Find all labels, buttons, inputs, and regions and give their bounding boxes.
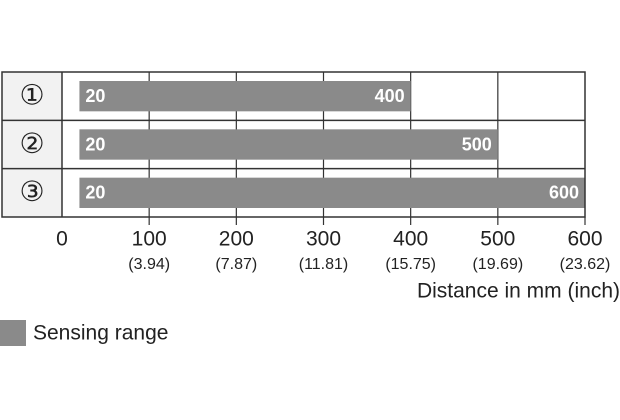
x-axis-label: Distance in mm (inch)	[417, 280, 620, 303]
plot-border	[1, 71, 586, 218]
x-tick-sublabel: (19.69)	[472, 256, 523, 273]
legend-label: Sensing range	[33, 322, 168, 345]
bar-end-label: 500	[462, 134, 492, 154]
bar	[79, 81, 411, 112]
bar-start-label: 20	[85, 183, 105, 203]
bar	[79, 177, 585, 208]
x-tick-label: 300	[306, 228, 341, 251]
x-tick-sublabel: (7.87)	[215, 256, 257, 273]
bar-end-label: 600	[549, 183, 579, 203]
bar	[79, 129, 498, 160]
legend-swatch	[0, 320, 26, 346]
bar-start-label: 20	[85, 86, 105, 106]
x-tick-sublabel: (15.75)	[385, 256, 436, 273]
x-tick-sublabel: (3.94)	[128, 256, 170, 273]
bar-start-label: 20	[85, 134, 105, 154]
x-tick-label: 500	[480, 228, 515, 251]
x-tick-label: 200	[219, 228, 254, 251]
bar-end-label: 400	[375, 86, 405, 106]
category-label: ③	[19, 176, 44, 207]
x-tick-label: 600	[567, 228, 602, 251]
category-label: ②	[19, 128, 44, 159]
x-tick-label: 100	[132, 228, 167, 251]
x-tick-label: 400	[393, 228, 428, 251]
category-label: ①	[19, 80, 44, 111]
x-tick-sublabel: (11.81)	[299, 256, 349, 273]
x-tick-sublabel: (23.62)	[560, 256, 611, 273]
category-column	[2, 72, 62, 217]
x-tick-label: 0	[56, 228, 68, 251]
